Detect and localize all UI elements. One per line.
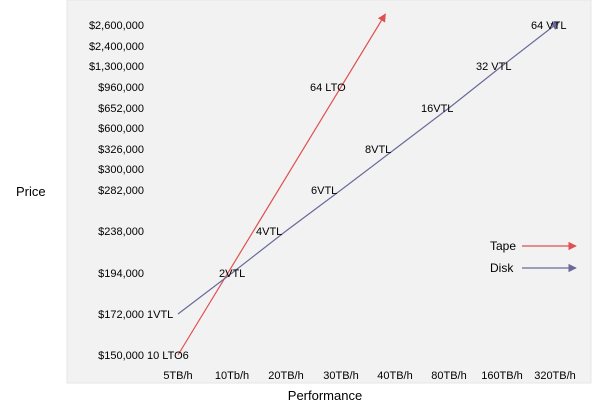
point-label-1vtl: 1VTL	[147, 309, 173, 321]
y-tick-label-326-000: $326,000	[98, 144, 144, 156]
y-tick-label-172-000: $172,000	[98, 309, 144, 321]
y-tick-label-150-000: $150,000	[98, 350, 144, 362]
y-tick-label-960-000: $960,000	[98, 82, 144, 94]
x-axis-tick-labels: 5TB/h 10Tb/h 20TB/h 30TB/h 40TB/h 80TB/h 160TB…	[163, 370, 575, 382]
point-label-4vtl: 4VTL	[256, 226, 282, 238]
y-tick-label-300-000: $300,000	[98, 164, 144, 176]
x-tick-label-30tb-h: 30TB/h	[323, 370, 358, 382]
x-tick-label-40tb-h: 40TB/h	[377, 370, 412, 382]
x-tick-label-80tb-h: 80TB/h	[431, 370, 466, 382]
point-label-2vtl: 2VTL	[219, 268, 245, 280]
point-label-16vtl: 16VTL	[421, 103, 453, 115]
disk-series-line	[177, 21, 560, 315]
y-tick-label-282-000: $282,000	[98, 185, 144, 197]
point-label-8vtl: 8VTL	[365, 144, 391, 156]
x-tick-label-320tb-h: 320TB/h	[534, 370, 576, 382]
y-axis-tick-labels: $150,000 $172,000 $194,000 $238,000 $282,000…	[89, 20, 144, 362]
y-tick-label-238-000: $238,000	[98, 226, 144, 238]
x-tick-label-10tb-h: 10Tb/h	[215, 370, 249, 382]
point-label-6vtl: 6VTL	[311, 185, 337, 197]
y-tick-label-194-000: $194,000	[98, 268, 144, 280]
legend-label-disk: Disk	[490, 261, 514, 275]
point-label-10-lto6: 10 LTO6	[147, 350, 189, 362]
point-label-32-vtl: 32 VTL	[476, 61, 511, 73]
tape-series-line	[177, 13, 386, 356]
x-tick-label-20tb-h: 20TB/h	[268, 370, 303, 382]
point-labels: 10 LTO6 64 LTO 1VTL 2VTL 4VTL 6VTL 8VTL 16VTL 32…	[147, 20, 566, 362]
series-lines	[177, 13, 560, 356]
y-tick-label-600-000: $600,000	[98, 123, 144, 135]
legend: Tape Disk	[490, 239, 577, 275]
y-tick-label-2-600-000: $2,600,000	[89, 20, 144, 32]
point-label-64-vtl: 64 VTL	[531, 20, 566, 32]
point-label-64-lto: 64 LTO	[310, 82, 346, 94]
x-tick-label-5tb-h: 5TB/h	[163, 370, 192, 382]
y-tick-label-1-300-000: $1,300,000	[89, 61, 144, 73]
plot-area	[66, 0, 592, 384]
legend-label-tape: Tape	[490, 239, 516, 253]
y-tick-label-2-400-000: $2,400,000	[89, 41, 144, 53]
y-tick-label-652-000: $652,000	[98, 103, 144, 115]
x-tick-label-160tb-h: 160TB/h	[481, 370, 523, 382]
y-axis-title: Price	[16, 184, 46, 199]
x-axis-title: Performance	[288, 388, 362, 403]
